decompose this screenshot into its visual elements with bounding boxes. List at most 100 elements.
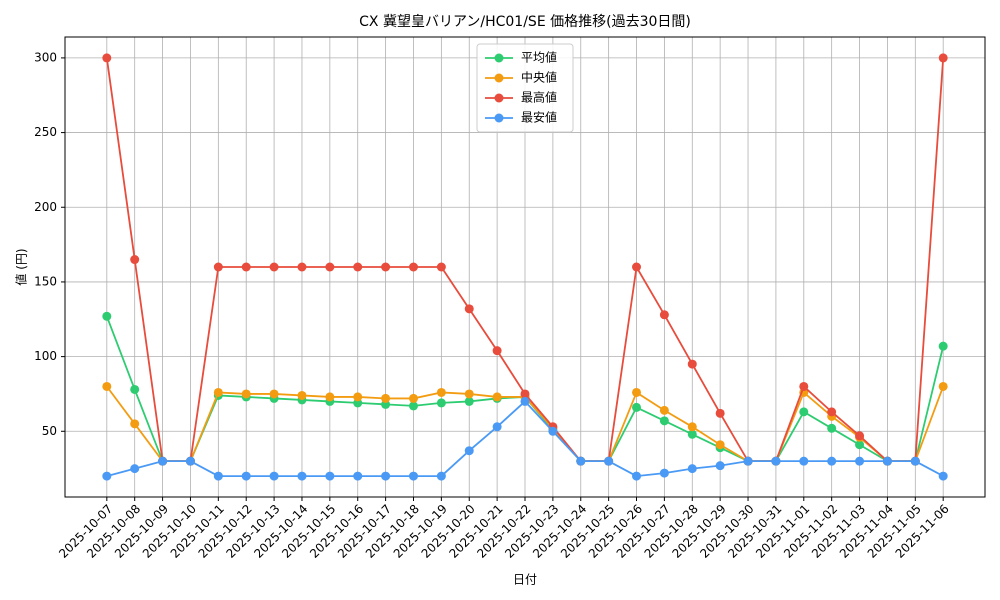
point [241,262,251,272]
point [659,310,669,320]
point [492,422,502,432]
y-tick-label: 50 [42,424,57,438]
point [408,471,418,481]
point [464,389,474,399]
y-tick-label: 150 [34,274,57,288]
legend-label: 最安値 [521,110,557,125]
point [297,262,307,272]
point [632,402,642,412]
point [743,456,753,466]
point [297,471,307,481]
point [938,341,948,351]
point [353,262,363,272]
plot-frame [64,36,986,498]
point [938,53,948,63]
point [687,464,697,474]
point [130,255,140,265]
point [353,471,363,481]
legend-marker [494,73,504,83]
point [436,387,446,397]
y-tick-label: 300 [34,50,57,64]
point [938,381,948,391]
point [715,440,725,450]
point [353,392,363,402]
point [659,468,669,478]
legend-marker [494,113,504,123]
legend-label: 中央値 [521,70,557,85]
y-axis-label: 値 (円) [14,248,29,285]
point [381,262,391,272]
point [799,407,809,417]
point [855,431,865,441]
point [687,422,697,432]
point [882,456,892,466]
point [520,396,530,406]
y-tick-label: 100 [34,349,57,363]
point [492,346,502,356]
point [297,390,307,400]
point [827,407,837,417]
point [381,471,391,481]
point [576,456,586,466]
point [269,389,279,399]
y-tick-label: 250 [34,125,57,139]
point [520,389,530,399]
point [464,304,474,314]
point [102,53,112,63]
point [938,471,948,481]
point [213,471,223,481]
point [464,396,474,406]
point [213,262,223,272]
point [130,384,140,394]
point [855,456,865,466]
point [910,456,920,466]
point [687,429,697,439]
point [436,398,446,408]
legend-label: 最高値 [521,90,557,105]
point [548,426,558,436]
y-tick-label: 200 [34,200,57,214]
point [855,440,865,450]
point [408,393,418,403]
point [827,423,837,433]
point [632,262,642,272]
point [269,471,279,481]
point [241,389,251,399]
point [464,446,474,456]
legend-box [476,43,574,133]
point [102,381,112,391]
point [130,464,140,474]
point [687,359,697,369]
chart-title: CX 冀望皇バリアン/HC01/SE 価格推移(過去30日間) [359,14,691,30]
point [604,456,614,466]
point [827,456,837,466]
point [241,471,251,481]
legend-marker [494,93,504,103]
point [325,471,335,481]
point [771,456,781,466]
point [102,311,112,321]
point [659,405,669,415]
x-axis-label: 日付 [513,573,537,587]
point [213,387,223,397]
legend-marker [494,53,504,63]
point [715,461,725,471]
point [492,392,502,402]
point [325,392,335,402]
point [269,262,279,272]
point [799,381,809,391]
point [381,393,391,403]
point [436,471,446,481]
legend-label: 平均値 [521,50,557,65]
point [158,456,168,466]
point [659,416,669,426]
point [436,262,446,272]
point [632,471,642,481]
point [408,262,418,272]
point [715,408,725,418]
point [325,262,335,272]
point [185,456,195,466]
point [799,456,809,466]
